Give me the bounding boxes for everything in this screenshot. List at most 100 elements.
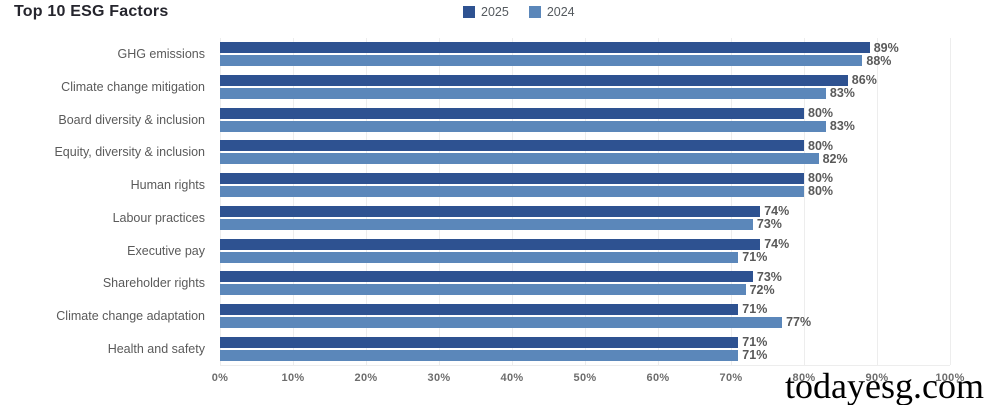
x-tick-label: 0% — [211, 372, 229, 384]
bar-value-label: 74% — [764, 204, 790, 219]
bar-group: 80% 82% — [220, 138, 950, 166]
bar-group: 71% 77% — [220, 302, 950, 330]
bar-2025 — [220, 107, 804, 119]
chart-row: Climate change adaptation 71% 77% — [0, 300, 950, 333]
bar-line-2024: 88% — [220, 53, 950, 68]
bar-line-2025: 86% — [220, 73, 950, 88]
bar-2024 — [220, 251, 739, 263]
bar-group: 80% 83% — [220, 106, 950, 132]
x-tick-label: 50% — [573, 372, 597, 384]
legend: 2025 2024 — [463, 5, 575, 19]
bar-2025 — [220, 205, 761, 217]
x-tick-label: 20% — [354, 372, 378, 384]
x-tick-label: 100% — [935, 372, 965, 384]
gridline — [293, 38, 294, 365]
legend-item-2025[interactable]: 2025 — [463, 5, 509, 19]
gridline — [585, 38, 586, 365]
bar-line-2025: 71% — [220, 302, 950, 317]
legend-swatch-icon — [528, 6, 541, 18]
page-title: Top 10 ESG Factors — [14, 3, 169, 20]
x-tick-label: 90% — [865, 372, 889, 384]
x-axis: 0% 10% 20% 30% 40% 50% 60% 70% 80% 90% 100% — [212, 372, 965, 388]
bar-group: 73% 72% — [220, 269, 950, 297]
bar-line-2024: 72% — [220, 282, 950, 297]
bar-value-label: 80% — [808, 106, 834, 120]
chart-row: Shareholder rights 73% 72% — [0, 267, 950, 300]
bar-2025 — [220, 336, 739, 348]
chart-row: Executive pay 74% 71% — [0, 234, 950, 267]
bar-line-2025: 71% — [220, 336, 950, 348]
bar-2025 — [220, 238, 761, 250]
bar-2024 — [220, 55, 863, 67]
chart-row: Labour practices 74% 73% — [0, 202, 950, 235]
bar-2024 — [220, 120, 826, 132]
bar-2025 — [220, 271, 753, 283]
x-tick-label: 10% — [281, 372, 305, 384]
bar-line-2025: 80% — [220, 171, 950, 186]
gridline — [804, 38, 805, 365]
gridline — [950, 38, 951, 365]
bar-value-label: 71% — [742, 302, 768, 317]
gridline — [512, 38, 513, 365]
bar-value-label: 73% — [756, 217, 782, 232]
bar-line-2024: 73% — [220, 217, 950, 232]
bar-value-label: 86% — [851, 73, 877, 88]
category-label: GHG emissions — [117, 47, 205, 62]
bar-2024 — [220, 186, 804, 198]
bar-value-label: 73% — [756, 269, 782, 284]
bar-2024 — [220, 349, 739, 361]
category-label: Executive pay — [127, 243, 205, 258]
bar-line-2024: 82% — [220, 151, 950, 166]
x-tick-label: 80% — [792, 372, 816, 384]
bar-line-2024: 71% — [220, 249, 950, 264]
legend-label: 2025 — [481, 5, 509, 19]
bar-2024 — [220, 88, 826, 100]
bar-value-label: 80% — [808, 184, 834, 199]
legend-label: 2024 — [546, 5, 575, 19]
bar-line-2025: 80% — [220, 106, 950, 120]
gridline — [731, 38, 732, 365]
legend-item-2024[interactable]: 2024 — [528, 5, 575, 19]
chart-row: Health and safety 71% 71% — [0, 332, 950, 365]
gridline — [220, 38, 221, 365]
chart-row: GHG emissions 89% 88% — [0, 38, 950, 71]
bar-value-label: 74% — [764, 236, 790, 251]
chart-row: Human rights 80% 80% — [0, 169, 950, 202]
bar-value-label: 88% — [866, 53, 892, 68]
bar-2025 — [220, 75, 848, 87]
bar-line-2025: 74% — [220, 236, 950, 251]
chart-row: Climate change mitigation 86% 83% — [0, 71, 950, 104]
bar-value-label: 82% — [822, 151, 848, 166]
plot-gridlines — [220, 38, 951, 366]
bar-value-label: 80% — [808, 138, 834, 153]
category-label: Shareholder rights — [102, 276, 205, 291]
bar-value-label: 80% — [808, 171, 834, 186]
bar-2024 — [220, 153, 819, 165]
bar-line-2024: 83% — [220, 120, 950, 132]
category-label: Climate change mitigation — [61, 80, 205, 95]
bar-value-label: 89% — [873, 40, 899, 55]
bar-2025 — [220, 42, 870, 54]
bar-value-label: 83% — [829, 86, 855, 101]
bar-value-label: 71% — [742, 249, 768, 264]
bar-2024 — [220, 218, 753, 230]
category-label: Labour practices — [112, 210, 205, 225]
chart-row: Equity, diversity & inclusion 80% 82% — [0, 136, 950, 169]
bar-group: 80% 80% — [220, 171, 950, 199]
category-label: Climate change adaptation — [56, 308, 205, 323]
bar-group: 89% 88% — [220, 40, 950, 68]
category-label: Board diversity & inclusion — [58, 112, 205, 127]
x-tick-label: 40% — [500, 372, 524, 384]
bar-line-2025: 89% — [220, 40, 950, 55]
bar-group: 74% 73% — [220, 204, 950, 232]
category-label: Equity, diversity & inclusion — [54, 145, 205, 160]
bar-2024 — [220, 316, 783, 328]
legend-swatch-icon — [463, 6, 475, 18]
bar-line-2025: 73% — [220, 269, 950, 284]
bar-line-2025: 80% — [220, 138, 950, 153]
gridline — [366, 38, 367, 365]
x-tick-label: 60% — [646, 372, 670, 384]
bar-value-label: 72% — [749, 282, 775, 297]
bar-value-label: 77% — [786, 315, 812, 330]
